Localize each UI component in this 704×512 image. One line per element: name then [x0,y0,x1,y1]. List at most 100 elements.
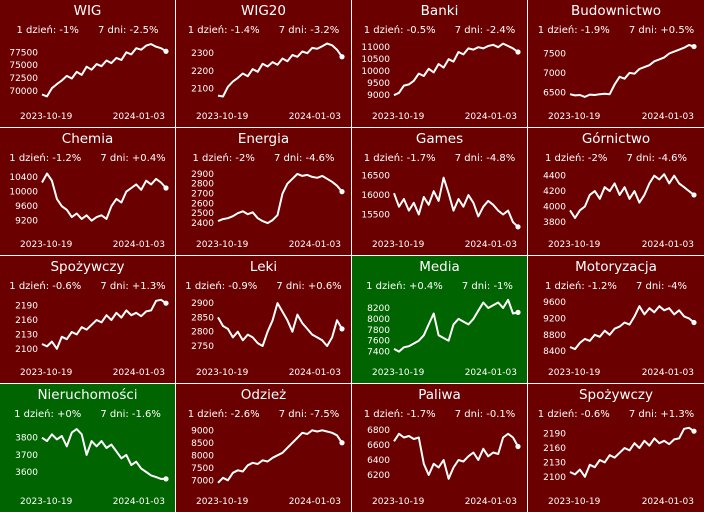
line-plot: 9000 9500 10000 10500 11000 [361,42,521,101]
last-value-point [339,189,345,195]
series-line [393,42,519,97]
y-tick-label: 8200 [367,304,390,314]
y-tick-label: 10000 [9,188,38,198]
chart-title: Paliwa [418,387,461,403]
x-start-label: 2023-10-19 [196,112,249,122]
x-start-label: 2023-10-19 [548,497,601,507]
week-change: 7 dni: -0.1% [454,409,516,420]
chart-title: WIG20 [241,3,286,19]
y-tick-label: 15500 [361,210,390,220]
week-change: 7 dni: +1.3% [100,281,166,292]
y-tick-label: 7000 [191,476,214,486]
series-line [41,298,167,350]
series-line [217,302,343,347]
y-tick-label: 10500 [361,55,390,65]
y-tick-label: 9500 [367,79,390,89]
x-end-label: 2024-01-03 [288,112,341,122]
day-change: 1 dzień: -1.7% [363,409,436,420]
last-value-point [163,185,169,191]
series-line [569,305,695,351]
y-tick-label: 2800 [191,180,214,190]
x-start-label: 2023-10-19 [196,497,249,507]
day-change: 1 dzień: -1.2% [544,281,617,292]
week-change: 7 dni: -4.6% [273,153,335,164]
series-line [217,429,343,484]
chart-panel: Games 1 dzień: -1.7% 7 dni: -4.8% 2023-10-… [352,128,528,256]
x-start-label: 2023-10-19 [196,368,249,378]
y-tick-label: 2100 [543,473,566,483]
x-end-label: 2024-01-03 [288,497,341,507]
y-tick-label: 4000 [543,202,566,212]
chart-title: Banki [420,3,459,19]
x-start-label: 2023-10-19 [372,368,425,378]
x-start-label: 2023-10-19 [548,368,601,378]
day-change: 1 dzień: -2% [544,153,608,164]
chart-stats: 1 dzień: -1.7% 7 dni: -0.1% [352,409,527,420]
week-change: 7 dni: +0.4% [100,153,166,164]
week-change: 7 dni: +0.5% [628,25,695,36]
week-change: 7 dni: -4% [636,281,688,292]
last-value-point [339,440,345,446]
day-change: 1 dzień: -2% [192,153,255,164]
y-tick-label: 11000 [361,43,390,53]
day-change: 1 dzień: -1.7% [363,153,436,164]
chart-title: Nieruchomości [37,387,138,403]
day-change: 1 dzień: -0.9% [185,281,258,292]
day-change: 1 dzień: -2.6% [187,409,260,420]
line-plot: 70000 72500 75000 77500 [9,43,169,98]
y-tick-label: 6400 [367,456,390,466]
last-value-point [691,192,697,198]
day-change: 1 dzień: -1.4% [187,25,260,36]
y-tick-label: 2190 [543,430,566,440]
x-end-label: 2024-01-03 [641,368,694,378]
y-tick-label: 7800 [367,326,390,336]
y-tick-label: 2700 [191,190,214,200]
y-tick-label: 9600 [15,202,38,212]
line-plot: 3600 3700 3800 [15,428,169,482]
x-end-label: 2024-01-03 [112,112,165,122]
x-start-label: 2023-10-19 [20,240,73,250]
chart-panel: WIG 1 dzień: -1% 7 dni: -2.5% 2023-10-19 20… [0,0,176,128]
day-change: 1 dzień: -1.2% [9,153,82,164]
line-plot: 15500 16000 16500 [361,172,521,230]
chart-title: Spożywczy [50,259,125,275]
y-tick-label: 2600 [191,199,214,209]
chart-panel: Spożywczy 1 dzień: -0.6% 7 dni: +1.3% 2023… [0,256,176,384]
chart-panel: WIG20 1 dzień: -1.4% 7 dni: -3.2% 2023-10-… [176,0,352,128]
x-start-label: 2023-10-19 [548,112,601,122]
chart-title: Games [415,131,464,147]
last-value-point [163,300,169,306]
chart-stats: 1 dzień: -1.9% 7 dni: +0.5% [528,25,704,36]
y-tick-label: 3800 [15,434,38,444]
last-value-point [515,309,521,315]
chart-panel: Budownictwo 1 dzień: -1.9% 7 dni: +0.5% 20… [528,0,704,128]
last-value-point [163,48,169,54]
y-tick-label: 4200 [543,187,566,197]
y-tick-label: 2130 [543,458,566,468]
y-tick-label: 2850 [191,313,214,323]
series-line [569,44,695,98]
week-change: 7 dni: +0.6% [276,281,342,292]
x-end-label: 2024-01-03 [641,240,694,250]
chart-title: WIG [73,3,102,19]
x-start-label: 2023-10-19 [372,240,425,250]
y-tick-label: 2200 [191,67,214,77]
week-change: 7 dni: -7.5% [278,409,340,420]
y-tick-label: 2900 [191,299,214,309]
line-plot: 6200 6400 6600 6800 [367,426,521,481]
y-tick-label: 6200 [367,471,390,481]
chart-panel: Energia 1 dzień: -2% 7 dni: -4.6% 2023-10-… [176,128,352,256]
line-plot: 9200 9600 10000 10400 [9,172,169,227]
y-tick-label: 2500 [191,209,214,219]
week-change: 7 dni: +1.3% [628,409,695,420]
y-tick-label: 7500 [191,464,214,474]
line-plot: 6500 7000 7500 [543,43,697,98]
week-change: 7 dni: -3.2% [278,25,340,36]
chart-stats: 1 dzień: -0.9% 7 dni: +0.6% [176,281,351,292]
x-end-label: 2024-01-03 [288,368,341,378]
day-change: 1 dzień: +0.4% [366,281,443,292]
chart-title: Media [419,259,460,275]
chart-panel: Spożywczy 1 dzień: -0.6% 7 dni: +1.3% 2023… [528,384,704,512]
y-tick-label: 16000 [361,191,390,201]
